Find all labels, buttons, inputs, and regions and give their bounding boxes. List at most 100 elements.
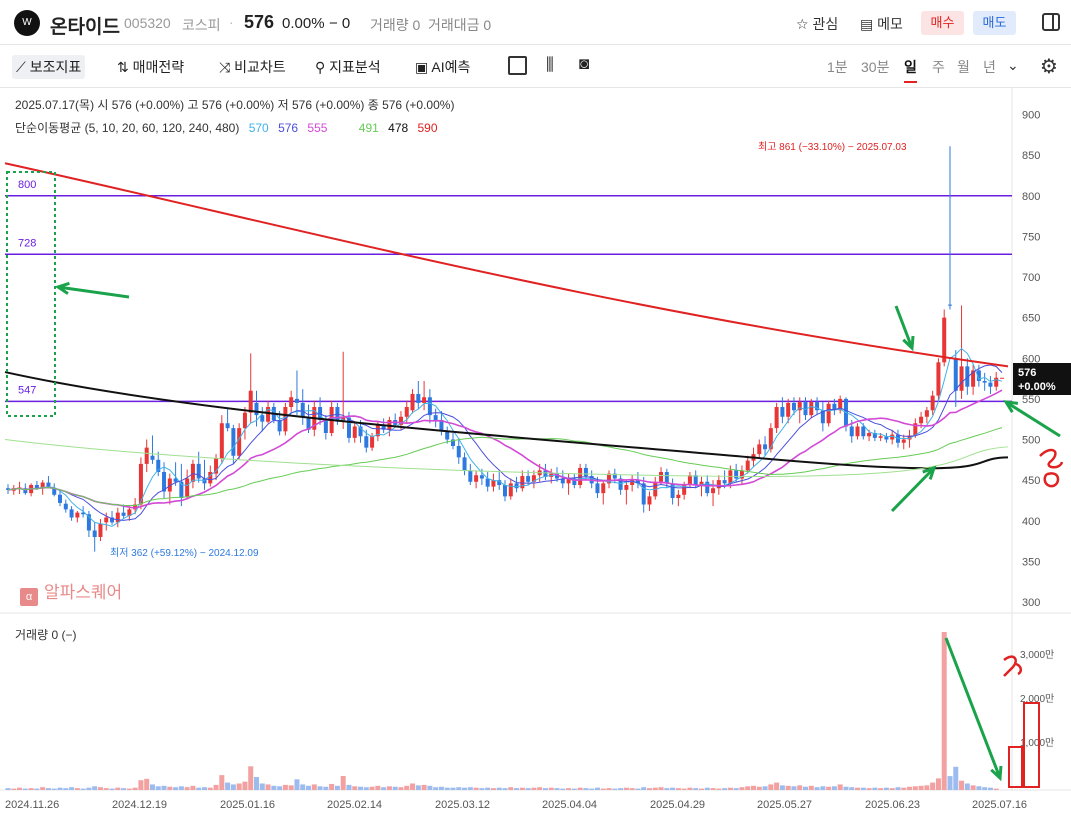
candle-body — [907, 435, 912, 440]
volume-bar — [17, 787, 23, 790]
timeframe-month[interactable]: 월 — [957, 59, 970, 75]
change-rate: 0.00% — [282, 15, 325, 32]
camera-icon[interactable]: ◙ — [579, 54, 590, 73]
candle-body — [994, 377, 999, 387]
timeframe-day[interactable]: 일 — [904, 57, 917, 83]
market-name: 코스피 — [182, 17, 221, 33]
volume-bar — [959, 780, 965, 790]
x-tick-label: 2025.04.04 — [542, 799, 597, 811]
x-tick-label: 2024.11.26 — [5, 799, 59, 811]
volume-bar — [254, 776, 259, 790]
volume-bar — [40, 787, 46, 790]
volume-bar — [872, 787, 878, 790]
drawing-square-icon[interactable] — [508, 56, 527, 75]
candle-body — [913, 423, 918, 436]
volume-bar — [930, 782, 936, 790]
analysis-button[interactable]: ⚲ 지표분석 — [315, 57, 381, 77]
candle-body — [855, 426, 860, 437]
ai-predict-button[interactable]: ▣ AI예측 — [415, 57, 470, 77]
volume-bar — [716, 788, 722, 790]
timeframe-1min[interactable]: 1분 — [827, 59, 848, 75]
candle-body — [11, 488, 16, 491]
volume-bar — [756, 786, 762, 790]
candle-body — [110, 517, 115, 523]
volume-bar — [583, 788, 589, 790]
candle-body — [757, 444, 762, 455]
indicator-button[interactable]: ⟋ 보조지표 — [12, 55, 86, 79]
volume-bar — [271, 785, 277, 790]
timeframe-week[interactable]: 주 — [932, 59, 945, 75]
volume-bar — [820, 786, 826, 790]
volume-bar — [74, 788, 80, 790]
volume-bar — [849, 787, 855, 790]
volume-bar — [681, 788, 687, 790]
volume-bar — [282, 784, 288, 790]
volume-bar — [398, 787, 404, 790]
x-tick-label: 2024.12.19 — [112, 799, 167, 811]
volume-bar — [629, 788, 635, 790]
volume-bar — [953, 766, 959, 790]
candle-body — [398, 416, 403, 425]
y-tick-label: 850 — [1022, 150, 1040, 162]
candle-body — [231, 428, 236, 456]
candle-body — [92, 530, 97, 537]
candle-body — [774, 407, 779, 429]
stock-name: 온타이드 — [50, 17, 120, 38]
volume-bar — [502, 788, 508, 790]
volume-bar — [323, 786, 329, 790]
candle-body — [843, 398, 848, 427]
compare-button[interactable]: ⤨ 비교차트 — [219, 57, 286, 77]
volume-legend: 거래량 0 (−) — [15, 628, 77, 642]
candle-body — [29, 485, 34, 494]
compare-icon: ⤨ — [219, 59, 235, 75]
timeframe-year[interactable]: 년 — [983, 59, 996, 75]
candle-body — [196, 463, 201, 479]
buy-button[interactable]: 매수 — [921, 11, 964, 35]
volume-bar — [306, 785, 312, 790]
candle-body — [1000, 377, 1004, 379]
chevron-down-icon[interactable]: ⌄ — [1007, 57, 1019, 73]
change-amount: − 0 — [329, 15, 351, 32]
candle-body — [982, 381, 987, 383]
alphasquare-logo: α — [20, 588, 38, 606]
volume-bar — [97, 787, 103, 790]
candle-body — [260, 415, 265, 422]
candle-body — [832, 403, 837, 411]
candle-body — [711, 488, 716, 494]
candle-body — [329, 407, 334, 433]
volume-bar — [745, 786, 751, 790]
candle-body — [780, 407, 785, 417]
volume-bar — [415, 785, 421, 790]
candle-body — [277, 420, 282, 432]
candle-body — [468, 470, 473, 482]
candle-body — [138, 463, 143, 505]
candle-body — [878, 436, 883, 438]
volume-bar — [230, 784, 236, 790]
timeframe-30min[interactable]: 30분 — [861, 59, 890, 75]
volume-bar — [855, 787, 861, 790]
candle-body — [624, 485, 629, 490]
memo-button[interactable]: ▤ 메모 — [860, 14, 903, 34]
volume-bar — [646, 788, 652, 790]
volume-bar — [236, 783, 242, 790]
sell-button[interactable]: 매도 — [973, 11, 1016, 35]
volume-bar — [548, 787, 554, 790]
volume-bar — [201, 787, 207, 790]
ai-label: AI예측 — [431, 59, 471, 75]
volume-bar — [566, 788, 572, 790]
candle-body — [346, 417, 351, 438]
side-panel-icon[interactable] — [1042, 13, 1060, 31]
watch-button[interactable]: ☆ 관심 — [796, 14, 838, 34]
volume-bar — [490, 788, 496, 790]
candle-type-icon[interactable]: ⫼ — [546, 55, 554, 74]
annotation-arrow-down — [894, 305, 914, 349]
candle-body — [335, 407, 340, 422]
gear-icon[interactable]: ⚙ — [1040, 56, 1058, 78]
x-tick-label: 2025.01.16 — [220, 799, 275, 811]
strategy-button[interactable]: ⇅ 매매전략 — [117, 57, 184, 77]
volume-bar — [571, 788, 577, 790]
volume-bar — [259, 783, 265, 790]
volume-bar — [554, 788, 560, 790]
x-tick-label: 2025.05.27 — [757, 799, 812, 811]
volume-bar — [438, 786, 444, 790]
